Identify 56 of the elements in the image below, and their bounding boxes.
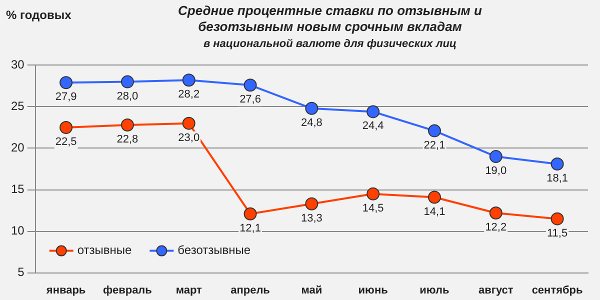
y-axis-title: % годовых bbox=[6, 8, 72, 22]
x-tick-label: июль bbox=[420, 284, 450, 296]
data-label: 28,0 bbox=[116, 90, 138, 102]
data-label: 14,1 bbox=[424, 206, 446, 218]
x-tick-label: июнь bbox=[358, 284, 388, 296]
data-label: 14,5 bbox=[362, 202, 384, 214]
x-tick-label: апрель bbox=[230, 284, 270, 296]
point bbox=[305, 197, 318, 210]
point bbox=[244, 78, 257, 92]
point bbox=[60, 120, 73, 134]
data-label: 13,3 bbox=[300, 212, 322, 224]
point bbox=[305, 102, 318, 115]
point bbox=[60, 76, 73, 90]
data-label: 24,4 bbox=[362, 120, 384, 132]
data-label: 12,2 bbox=[485, 222, 507, 234]
x-tick-label: август bbox=[478, 284, 514, 296]
point bbox=[489, 206, 502, 220]
data-label: 22,8 bbox=[116, 134, 138, 146]
chart-subtitle: в национальной валюте для физических лиц bbox=[202, 38, 458, 50]
data-label: 27,6 bbox=[240, 94, 261, 106]
point bbox=[366, 105, 380, 118]
x-tick-label: сентябрь bbox=[532, 284, 584, 296]
y-tick-label: 15 bbox=[10, 182, 25, 196]
x-tick-label: январь bbox=[46, 284, 86, 296]
data-label: 28,2 bbox=[178, 88, 200, 101]
point bbox=[182, 74, 196, 87]
data-label: 11,5 bbox=[547, 227, 568, 240]
point bbox=[489, 150, 502, 164]
legend-label: отзывные bbox=[77, 243, 132, 258]
x-tick-label: февраль bbox=[102, 284, 152, 296]
point bbox=[244, 207, 257, 220]
y-tick-label: 5 bbox=[18, 265, 25, 280]
data-label: 12,1 bbox=[240, 222, 261, 234]
point bbox=[428, 124, 441, 138]
y-tick-label: 20 bbox=[10, 140, 25, 155]
point bbox=[550, 212, 564, 226]
point bbox=[120, 118, 134, 132]
point bbox=[366, 187, 380, 200]
y-tick-label: 25 bbox=[10, 99, 25, 114]
point bbox=[428, 190, 441, 204]
data-label: 22,5 bbox=[55, 136, 77, 148]
point bbox=[182, 116, 196, 130]
point bbox=[550, 158, 564, 171]
data-label: 23,0 bbox=[178, 132, 200, 144]
data-label: 19,0 bbox=[485, 165, 507, 178]
x-tick-label: март bbox=[176, 284, 203, 296]
data-label: 18,1 bbox=[546, 172, 568, 185]
legend-label: безотзывные bbox=[178, 243, 251, 258]
data-label: 27,9 bbox=[55, 91, 77, 104]
y-tick-label: 30 bbox=[10, 58, 25, 72]
data-label: 22,1 bbox=[424, 139, 446, 152]
x-tick-label: май bbox=[301, 284, 322, 296]
point bbox=[120, 75, 134, 88]
chart-title: Средние процентные ставки по отзывным и безотзывным новым срочным вкладам bbox=[177, 3, 483, 35]
y-tick-label: 10 bbox=[10, 224, 25, 238]
data-label: 24,8 bbox=[300, 116, 322, 129]
